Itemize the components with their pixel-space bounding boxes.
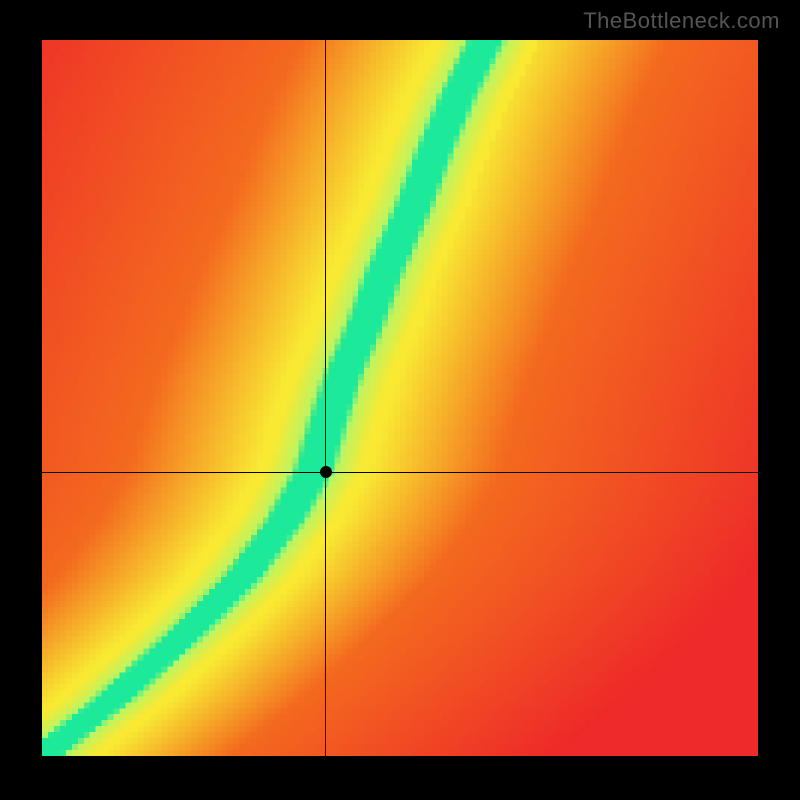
watermark-text: TheBottleneck.com: [583, 8, 780, 34]
crosshair-marker: [320, 466, 332, 478]
heatmap-plot: [42, 40, 758, 756]
chart-container: TheBottleneck.com: [0, 0, 800, 800]
crosshair-vertical: [325, 40, 326, 756]
crosshair-horizontal: [42, 472, 758, 473]
